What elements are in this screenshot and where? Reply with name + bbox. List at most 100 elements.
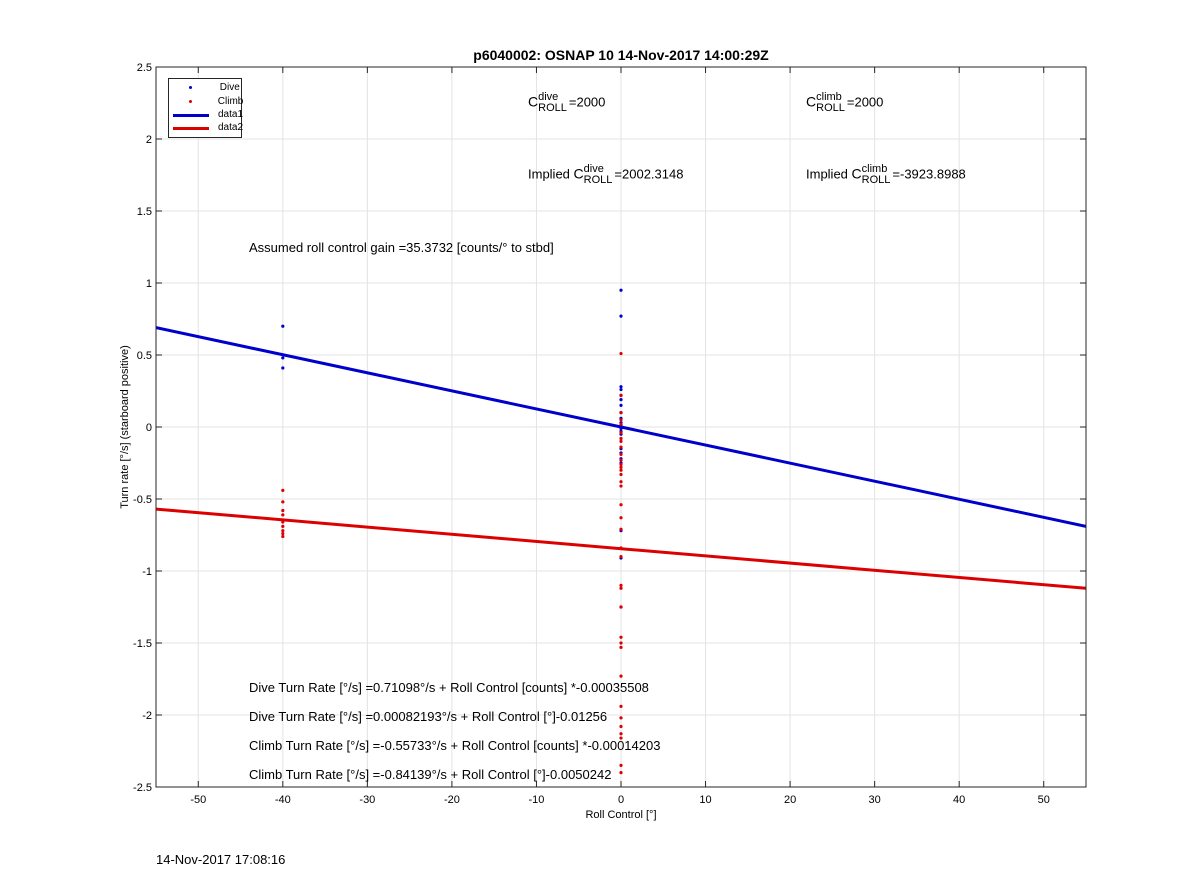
data-point-climb <box>619 605 623 609</box>
data-point-climb <box>619 641 623 645</box>
legend-item-data2: data2 <box>169 122 244 135</box>
implied-climb-value: =-3923.8988 <box>892 166 966 182</box>
roll-subscript: ROLL <box>816 102 845 114</box>
legend-climb-label: Climb <box>217 96 244 107</box>
data-point-climb <box>619 462 623 467</box>
legend-dive-marker <box>189 86 192 89</box>
c-letter: C <box>851 165 862 182</box>
data-point-climb <box>281 524 285 528</box>
y-tick-label: 1 <box>146 278 152 290</box>
plot-data <box>156 288 1086 775</box>
fit-annotation-climb-degrees: Climb Turn Rate [°/s] =-0.84139°/s + Rol… <box>249 767 612 782</box>
footer-timestamp: 14-Nov-2017 17:08:16 <box>156 852 286 867</box>
climb-superscript: climb <box>861 163 888 175</box>
fit-annotation-dive-degrees: Dive Turn Rate [°/s] =0.00082193°/s + Ro… <box>249 709 608 724</box>
data-point-climb <box>619 555 623 559</box>
axis-ticks: -50 -40 -30 -20 -10 0 10 20 30 40 50-2.5-2-1.5-1-0… <box>133 62 1086 806</box>
data-point-climb <box>281 520 285 524</box>
x-tick-label: -50 <box>190 794 206 806</box>
data-point-climb <box>619 458 623 462</box>
data-point-climb <box>619 546 623 550</box>
data-point-climb <box>619 736 623 740</box>
legend-item-dive: Dive <box>169 82 241 95</box>
legend-data2-label: data2 <box>217 122 244 133</box>
y-tick-label: -2 <box>142 710 152 722</box>
y-tick-label: -2.5 <box>133 782 152 794</box>
data-point-climb <box>619 586 623 590</box>
x-tick-label: -30 <box>359 794 375 806</box>
data-point-climb <box>619 465 623 469</box>
legend-item-data1: data1 <box>169 109 244 122</box>
data-point-climb <box>281 508 285 513</box>
data-point-climb <box>619 452 623 456</box>
roll-subscript: ROLL <box>538 102 567 114</box>
data-point-climb <box>619 351 623 356</box>
implied-prefix: Implied <box>806 166 852 182</box>
implied-prefix: Implied <box>528 166 574 182</box>
y-axis-label: Turn rate [°/s] (starboard positive) <box>119 345 131 509</box>
data-point-dive <box>281 366 285 370</box>
data-point-climb <box>619 732 623 736</box>
roll-subscript: ROLL <box>583 174 613 186</box>
fit-annotation-climb-counts: Climb Turn Rate [°/s] =-0.55733°/s + Rol… <box>249 738 661 753</box>
dive-superscript: dive <box>583 163 604 175</box>
x-tick-label: -20 <box>444 794 460 806</box>
x-axis-label: Roll Control [°] <box>585 809 656 821</box>
data-point-climb <box>619 480 623 484</box>
data-point-climb <box>281 513 285 517</box>
data-point-dive <box>619 288 623 292</box>
data-point-climb <box>619 503 623 507</box>
c-roll-climb-value: =2000 <box>846 94 884 110</box>
data-point-climb <box>619 724 623 729</box>
x-tick-label: 0 <box>618 794 624 806</box>
data-point-climb <box>619 763 623 768</box>
legend-data2-line <box>173 127 209 130</box>
data-point-climb <box>619 418 623 422</box>
c-roll-dive-script: dive ROLL <box>538 92 567 114</box>
y-tick-label: 0.5 <box>137 350 152 362</box>
y-tick-label: -1 <box>142 566 152 578</box>
x-tick-label: 30 <box>869 794 881 806</box>
roll-subscript: ROLL <box>861 174 891 186</box>
x-tick-label: 20 <box>784 794 796 806</box>
data-point-dive <box>281 356 285 360</box>
data-point-dive <box>619 398 623 402</box>
roll-gain-annotation: Assumed roll control gain =35.3732 [coun… <box>249 240 554 255</box>
legend: Dive Climb data1 data2 <box>168 78 244 138</box>
x-tick-label: 10 <box>699 794 711 806</box>
data-point-climb <box>619 393 623 397</box>
data-point-climb <box>619 674 623 678</box>
c-letter: C <box>573 165 584 182</box>
y-tick-label: -0.5 <box>133 494 152 506</box>
data-point-dive <box>619 403 623 407</box>
data-point-climb <box>619 583 623 588</box>
data-point-dive <box>619 387 623 392</box>
data-point-climb <box>619 771 623 775</box>
data-point-climb <box>619 436 623 441</box>
implied-dive-script: dive ROLL <box>584 164 613 186</box>
data-point-climb <box>619 422 623 426</box>
legend-data1-label: data1 <box>217 109 244 120</box>
data-point-dive <box>619 426 623 431</box>
data-point-climb <box>619 468 623 472</box>
dive-superscript: dive <box>538 91 559 103</box>
x-tick-label: -10 <box>529 794 545 806</box>
data-point-climb <box>619 516 623 520</box>
data-point-dive <box>619 385 623 389</box>
c-roll-climb-script: climb ROLL <box>816 92 845 114</box>
data-point-climb <box>281 529 285 533</box>
legend-climb-marker <box>189 100 192 103</box>
data-point-climb <box>281 488 285 492</box>
x-tick-label: 40 <box>953 794 965 806</box>
data-point-climb <box>619 484 623 488</box>
data-point-climb <box>619 716 623 720</box>
y-tick-label: 0 <box>146 422 152 434</box>
data-point-climb <box>619 472 623 477</box>
data-point-dive <box>619 314 623 318</box>
y-tick-label: 2.5 <box>137 62 152 74</box>
data-point-climb <box>281 534 285 539</box>
x-tick-label: 50 <box>1038 794 1050 806</box>
